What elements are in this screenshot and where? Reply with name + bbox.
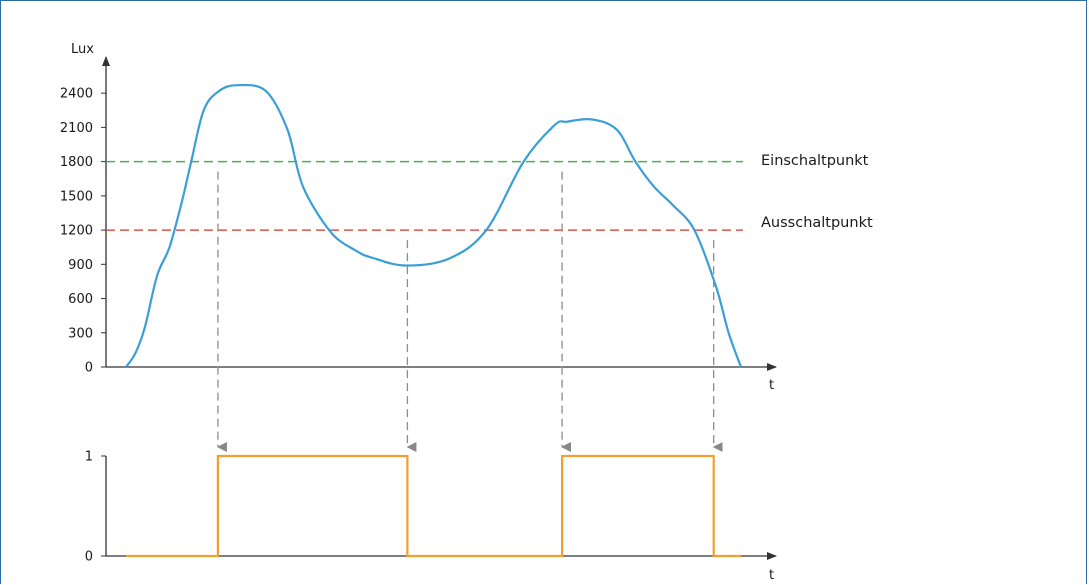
lux-tick-label: 1500 xyxy=(60,189,93,204)
state-y-ticks: 01 xyxy=(85,450,106,565)
lux-tick-label: 300 xyxy=(68,326,93,341)
switch-connectors xyxy=(216,171,723,452)
lux-tick-label: 600 xyxy=(68,292,93,307)
state-tick-label: 0 xyxy=(85,550,93,565)
state-x-axis-label: t xyxy=(769,568,774,583)
lux-y-axis-label: Lux xyxy=(71,42,94,57)
lux-x-axis-label: t xyxy=(769,378,774,393)
lux-tick-label: 2400 xyxy=(60,87,93,102)
lux-y-ticks: 0 300 600 900 1200 1500 1800 2100 2400 xyxy=(60,87,106,376)
einschaltpunkt-label: Einschaltpunkt xyxy=(761,153,869,169)
state-tick-label: 1 xyxy=(85,450,93,465)
ausschaltpunkt-label: Ausschaltpunkt xyxy=(761,215,873,231)
lux-tick-label: 900 xyxy=(68,258,93,273)
lux-curve xyxy=(125,83,743,368)
lux-tick-label: 1800 xyxy=(60,155,93,170)
lux-tick-label: 1200 xyxy=(60,224,93,239)
threshold-lines xyxy=(106,160,743,231)
lux-tick-label: 2100 xyxy=(60,121,93,136)
lux-tick-label: 0 xyxy=(85,361,93,376)
switch-state-signal xyxy=(126,454,741,558)
